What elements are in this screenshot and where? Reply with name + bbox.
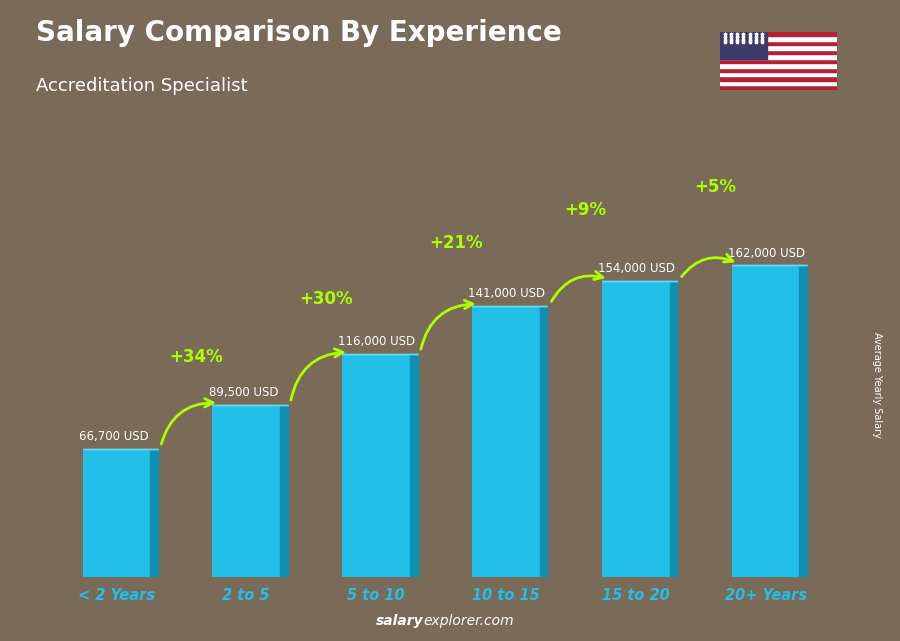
Polygon shape: [720, 32, 767, 59]
Polygon shape: [720, 81, 837, 85]
Text: Accreditation Specialist: Accreditation Specialist: [36, 77, 248, 95]
Text: +34%: +34%: [169, 348, 223, 367]
Text: +5%: +5%: [695, 178, 736, 196]
FancyBboxPatch shape: [472, 306, 540, 577]
Text: 154,000 USD: 154,000 USD: [598, 262, 675, 275]
Polygon shape: [720, 46, 837, 50]
Text: 89,500 USD: 89,500 USD: [209, 386, 278, 399]
FancyBboxPatch shape: [212, 405, 280, 577]
Polygon shape: [540, 306, 547, 577]
Polygon shape: [150, 449, 158, 577]
Polygon shape: [280, 405, 288, 577]
Text: explorer.com: explorer.com: [423, 614, 514, 628]
Polygon shape: [720, 63, 837, 67]
Polygon shape: [720, 54, 837, 59]
FancyBboxPatch shape: [732, 265, 799, 577]
FancyBboxPatch shape: [83, 449, 150, 577]
Polygon shape: [410, 354, 418, 577]
Polygon shape: [799, 265, 807, 577]
Polygon shape: [720, 32, 837, 37]
Polygon shape: [720, 59, 837, 63]
Polygon shape: [670, 281, 678, 577]
Text: +30%: +30%: [300, 290, 353, 308]
Polygon shape: [720, 37, 837, 41]
FancyBboxPatch shape: [602, 281, 670, 577]
Text: Salary Comparison By Experience: Salary Comparison By Experience: [36, 19, 562, 47]
Text: Average Yearly Salary: Average Yearly Salary: [872, 331, 883, 438]
Text: 66,700 USD: 66,700 USD: [79, 430, 148, 443]
Polygon shape: [720, 41, 837, 46]
Polygon shape: [720, 72, 837, 76]
Text: 162,000 USD: 162,000 USD: [728, 247, 806, 260]
FancyBboxPatch shape: [342, 354, 410, 577]
Text: salary: salary: [375, 614, 423, 628]
Text: 141,000 USD: 141,000 USD: [468, 287, 545, 300]
Polygon shape: [720, 50, 837, 54]
Polygon shape: [720, 85, 837, 90]
Text: +9%: +9%: [564, 201, 607, 219]
Polygon shape: [720, 67, 837, 72]
Polygon shape: [720, 76, 837, 81]
Text: 116,000 USD: 116,000 USD: [338, 335, 416, 348]
Text: +21%: +21%: [429, 234, 482, 252]
